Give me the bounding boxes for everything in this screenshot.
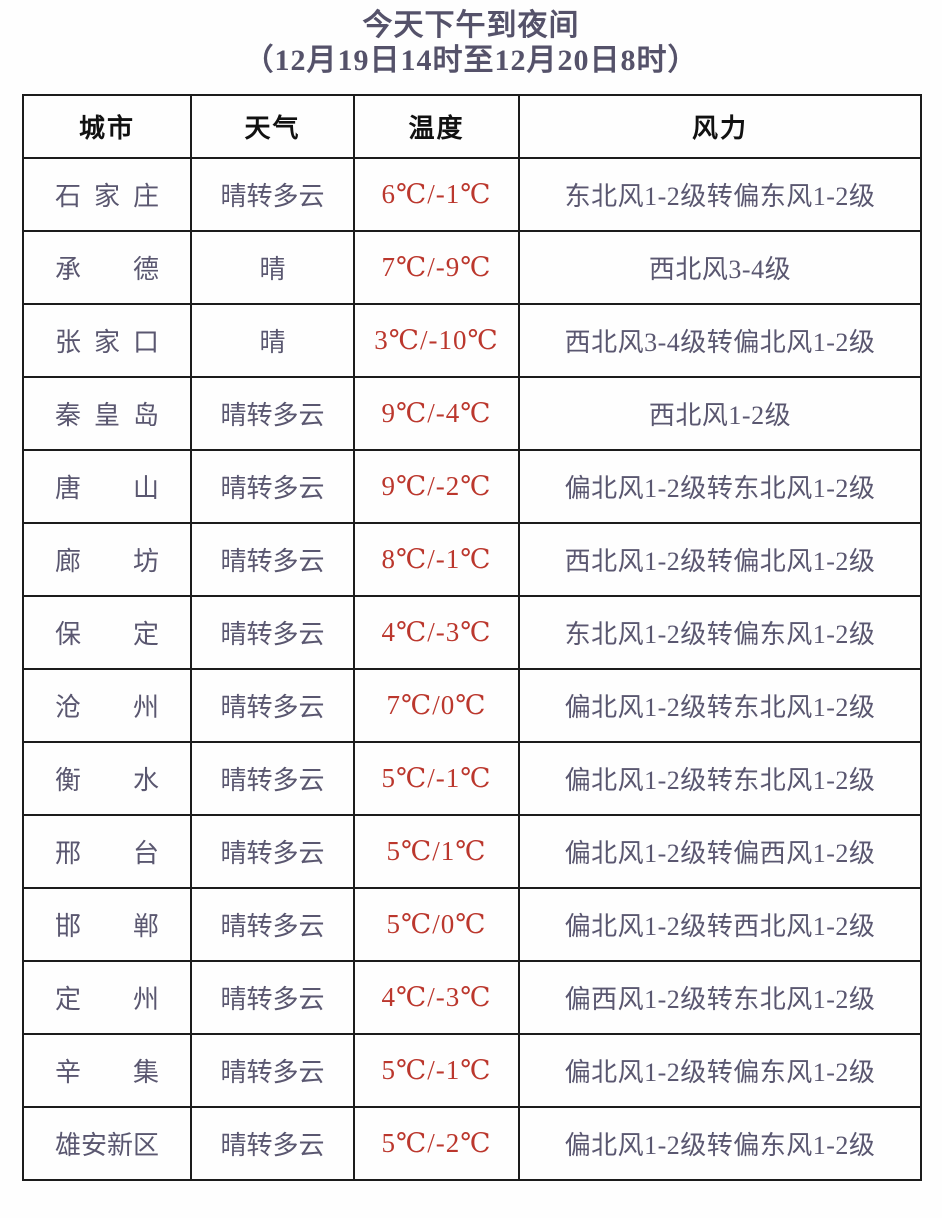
table-row: 承德 晴 7℃/-9℃ 西北风3-4级 [22, 229, 922, 305]
temperature-cell: 6℃/-1℃ [353, 156, 520, 232]
weather-cell: 晴转多云 [190, 1032, 355, 1108]
city-name: 雄安新区 [54, 1130, 159, 1160]
wind-cell: 偏北风1-2级转东北风1-2级 [518, 448, 922, 524]
weather-cell: 晴转多云 [190, 667, 355, 743]
temperature-cell: 9℃/-2℃ [353, 448, 520, 524]
table-row: 保定 晴转多云 4℃/-3℃ 东北风1-2级转偏东风1-2级 [22, 594, 922, 670]
city-name: 辛集 [55, 1057, 159, 1087]
city-cell: 唐山 [22, 448, 192, 524]
wind-cell: 偏西风1-2级转东北风1-2级 [518, 959, 922, 1035]
table-row: 邯郸 晴转多云 5℃/0℃ 偏北风1-2级转西北风1-2级 [22, 886, 922, 962]
city-cell: 承德 [22, 229, 192, 305]
city-cell: 定州 [22, 959, 192, 1035]
table-row: 廊坊 晴转多云 8℃/-1℃ 西北风1-2级转偏北风1-2级 [22, 521, 922, 597]
weather-cell: 晴转多云 [190, 521, 355, 597]
temperature-cell: 4℃/-3℃ [353, 959, 520, 1035]
title-line-1: 今天下午到夜间 [362, 9, 580, 42]
table-row: 雄安新区 晴转多云 5℃/-2℃ 偏北风1-2级转偏东风1-2级 [22, 1105, 922, 1181]
table-row: 沧州 晴转多云 7℃/0℃ 偏北风1-2级转东北风1-2级 [22, 667, 922, 743]
wind-cell: 偏北风1-2级转东北风1-2级 [518, 740, 922, 816]
weather-cell: 晴转多云 [190, 448, 355, 524]
city-name: 秦皇岛 [55, 400, 159, 430]
wind-cell: 西北风3-4级转偏北风1-2级 [518, 302, 922, 378]
wind-cell: 西北风1-2级 [518, 375, 922, 451]
city-cell: 秦皇岛 [22, 375, 192, 451]
header-weather: 天气 [190, 93, 355, 159]
weather-cell: 晴转多云 [190, 740, 355, 816]
city-cell: 石家庄 [22, 156, 192, 232]
temperature-cell: 7℃/0℃ [353, 667, 520, 743]
weather-cell: 晴转多云 [190, 156, 355, 232]
city-name: 沧州 [55, 692, 159, 722]
temperature-cell: 5℃/-1℃ [353, 740, 520, 816]
weather-cell: 晴 [190, 229, 355, 305]
temperature-cell: 5℃/-2℃ [353, 1105, 520, 1181]
wind-cell: 偏北风1-2级转偏西风1-2级 [518, 813, 922, 889]
temperature-cell: 8℃/-1℃ [353, 521, 520, 597]
table-row: 衡水 晴转多云 5℃/-1℃ 偏北风1-2级转东北风1-2级 [22, 740, 922, 816]
table-row: 辛集 晴转多云 5℃/-1℃ 偏北风1-2级转偏东风1-2级 [22, 1032, 922, 1108]
table-row: 石家庄 晴转多云 6℃/-1℃ 东北风1-2级转偏东风1-2级 [22, 156, 922, 232]
city-name: 定州 [55, 984, 159, 1014]
weather-cell: 晴 [190, 302, 355, 378]
table-row: 张家口 晴 3℃/-10℃ 西北风3-4级转偏北风1-2级 [22, 302, 922, 378]
table-row: 邢台 晴转多云 5℃/1℃ 偏北风1-2级转偏西风1-2级 [22, 813, 922, 889]
city-cell: 沧州 [22, 667, 192, 743]
table-header: 城市 天气 温度 风力 [22, 93, 922, 159]
wind-cell: 偏北风1-2级转西北风1-2级 [518, 886, 922, 962]
city-name: 邢台 [55, 838, 159, 868]
city-name: 保定 [55, 619, 159, 649]
weather-forecast-page: 今天下午到夜间 （12月19日14时至12月20日8时） 城市 天气 温度 风力… [0, 8, 942, 1181]
city-name: 唐山 [55, 473, 159, 503]
wind-cell: 偏北风1-2级转东北风1-2级 [518, 667, 922, 743]
wind-cell: 东北风1-2级转偏东风1-2级 [518, 594, 922, 670]
city-cell: 雄安新区 [22, 1105, 192, 1181]
header-temperature: 温度 [353, 93, 520, 159]
city-name: 承德 [55, 254, 159, 284]
table-body: 石家庄 晴转多云 6℃/-1℃ 东北风1-2级转偏东风1-2级 承德 晴 7℃/… [22, 156, 922, 1181]
header-city: 城市 [22, 93, 192, 159]
temperature-cell: 5℃/-1℃ [353, 1032, 520, 1108]
city-cell: 衡水 [22, 740, 192, 816]
table-row: 唐山 晴转多云 9℃/-2℃ 偏北风1-2级转东北风1-2级 [22, 448, 922, 524]
weather-cell: 晴转多云 [190, 886, 355, 962]
weather-table: 城市 天气 温度 风力 石家庄 晴转多云 6℃/-1℃ 东北风1-2级转偏东风1… [22, 93, 922, 1181]
header-wind: 风力 [518, 93, 922, 159]
wind-cell: 西北风3-4级 [518, 229, 922, 305]
temperature-cell: 3℃/-10℃ [353, 302, 520, 378]
city-cell: 廊坊 [22, 521, 192, 597]
table-row: 定州 晴转多云 4℃/-3℃ 偏西风1-2级转东北风1-2级 [22, 959, 922, 1035]
title-line-2: （12月19日14时至12月20日8时） [243, 44, 699, 78]
city-name: 石家庄 [55, 181, 159, 211]
city-name: 廊坊 [55, 546, 159, 576]
temperature-cell: 5℃/1℃ [353, 813, 520, 889]
page-title: 今天下午到夜间 （12月19日14时至12月20日8时） [0, 8, 942, 79]
wind-cell: 东北风1-2级转偏东风1-2级 [518, 156, 922, 232]
temperature-cell: 7℃/-9℃ [353, 229, 520, 305]
temperature-cell: 9℃/-4℃ [353, 375, 520, 451]
city-cell: 张家口 [22, 302, 192, 378]
table-row: 秦皇岛 晴转多云 9℃/-4℃ 西北风1-2级 [22, 375, 922, 451]
weather-cell: 晴转多云 [190, 813, 355, 889]
city-cell: 辛集 [22, 1032, 192, 1108]
city-cell: 保定 [22, 594, 192, 670]
wind-cell: 西北风1-2级转偏北风1-2级 [518, 521, 922, 597]
city-cell: 邯郸 [22, 886, 192, 962]
city-name: 张家口 [55, 327, 159, 357]
city-name: 衡水 [55, 765, 159, 795]
weather-cell: 晴转多云 [190, 959, 355, 1035]
weather-cell: 晴转多云 [190, 375, 355, 451]
weather-cell: 晴转多云 [190, 594, 355, 670]
wind-cell: 偏北风1-2级转偏东风1-2级 [518, 1032, 922, 1108]
header-row: 城市 天气 温度 风力 [22, 93, 922, 159]
city-cell: 邢台 [22, 813, 192, 889]
weather-cell: 晴转多云 [190, 1105, 355, 1181]
temperature-cell: 4℃/-3℃ [353, 594, 520, 670]
city-name: 邯郸 [55, 911, 159, 941]
wind-cell: 偏北风1-2级转偏东风1-2级 [518, 1105, 922, 1181]
temperature-cell: 5℃/0℃ [353, 886, 520, 962]
